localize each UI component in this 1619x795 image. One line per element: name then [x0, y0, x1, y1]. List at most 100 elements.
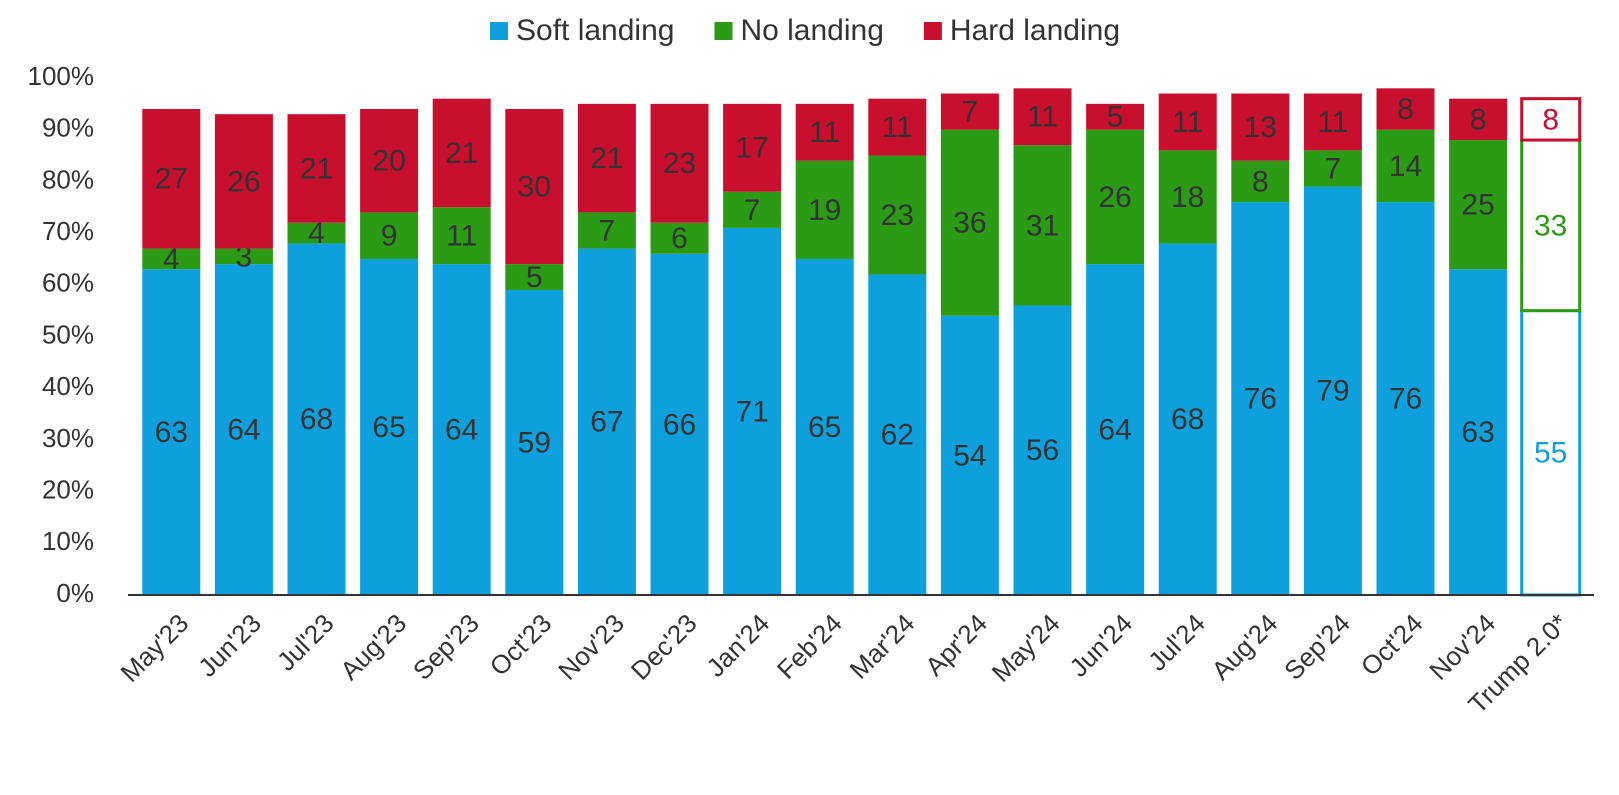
bar-segment — [1520, 97, 1582, 142]
bar-segment — [505, 109, 564, 265]
data-label: 8 — [1542, 103, 1559, 136]
bar-segment — [868, 155, 927, 275]
legend-label: No landing — [740, 14, 883, 47]
data-label: 17 — [735, 132, 768, 165]
bar-segment — [1013, 145, 1072, 306]
x-tick-label: Jun'23 — [192, 608, 267, 683]
bar-segment — [868, 274, 927, 595]
data-label: 9 — [381, 220, 398, 253]
bar-segment — [1158, 93, 1217, 151]
data-label: 76 — [1389, 382, 1422, 415]
bar-segment — [1376, 129, 1435, 203]
bar-segment — [577, 212, 636, 249]
bar-segment — [868, 98, 927, 156]
x-tick-label: Dec'23 — [625, 608, 703, 686]
x-tick-label: Sep'23 — [407, 608, 485, 686]
data-label: 8 — [1252, 165, 1269, 198]
data-label: 4 — [308, 217, 325, 250]
data-label: 27 — [155, 163, 188, 196]
data-label: 11 — [446, 220, 477, 253]
x-tick-label: Aug'24 — [1206, 608, 1284, 686]
legend-swatch — [923, 22, 942, 40]
data-label: 5 — [1107, 101, 1124, 134]
legend-swatch — [714, 22, 733, 40]
data-label: 33 — [1534, 209, 1567, 242]
bar-segment — [214, 114, 273, 249]
bar-segment — [1086, 264, 1145, 595]
data-label: 23 — [881, 199, 914, 232]
y-tick-label: 20% — [42, 474, 94, 504]
bar-segment — [1449, 140, 1508, 270]
bar-segment — [1158, 150, 1217, 244]
data-label: 76 — [1244, 382, 1277, 415]
x-tick-label: Oct'24 — [1355, 608, 1429, 682]
data-label: 36 — [953, 207, 986, 240]
data-label: 6 — [671, 222, 688, 255]
y-tick-label: 40% — [42, 371, 94, 401]
data-label: 55 — [1534, 437, 1567, 470]
data-label: 18 — [1171, 181, 1204, 214]
y-tick-label: 0% — [56, 578, 94, 608]
x-tick-label: May'24 — [986, 608, 1066, 688]
data-label: 8 — [1470, 103, 1487, 136]
bar-segment — [142, 269, 201, 595]
x-tick-label: Nov'23 — [552, 608, 630, 686]
x-tick-label: Mar'24 — [844, 608, 921, 685]
bar-segment — [287, 222, 346, 244]
bar-segment — [940, 315, 999, 595]
bar-segment — [1158, 243, 1217, 595]
bar-segment — [287, 114, 346, 223]
bar-segment — [1449, 98, 1508, 141]
bar-segment — [650, 103, 709, 223]
bar-segment — [1520, 309, 1582, 597]
data-label: 20 — [372, 145, 405, 178]
bar-segment — [214, 248, 273, 265]
bar-segment — [1231, 202, 1290, 595]
data-label: 13 — [1244, 111, 1277, 144]
bar-segment — [1013, 305, 1072, 595]
bar-segment — [1449, 269, 1508, 595]
legend-label: Soft landing — [516, 14, 674, 47]
bar-segment — [940, 93, 999, 130]
y-tick-label: 50% — [42, 319, 94, 349]
data-label: 8 — [1397, 93, 1414, 126]
bar-segment — [1231, 160, 1290, 203]
bar-segment — [1303, 186, 1362, 595]
data-label: 21 — [300, 152, 333, 185]
y-tick-label: 100% — [28, 61, 95, 91]
bar-segment — [1231, 93, 1290, 161]
data-label: 11 — [882, 111, 913, 144]
x-tick-label: Jun'24 — [1063, 608, 1138, 683]
x-tick-label: Jan'24 — [700, 608, 775, 683]
y-tick-label: 30% — [42, 423, 94, 453]
data-label: 62 — [881, 419, 914, 452]
bar-segment — [723, 103, 782, 192]
x-tick-label: Apr'24 — [919, 608, 993, 682]
data-label: 7 — [962, 96, 979, 129]
data-label: 7 — [744, 194, 761, 227]
data-label: 63 — [155, 416, 188, 449]
bar-segment — [940, 129, 999, 316]
data-label: 25 — [1461, 189, 1494, 222]
bar-segment — [432, 264, 491, 595]
x-tick-label: Feb'24 — [771, 608, 848, 685]
data-label: 64 — [227, 413, 260, 446]
data-label: 11 — [1317, 106, 1348, 139]
bar-segment — [650, 253, 709, 595]
data-label: 63 — [1461, 416, 1494, 449]
bar-segment — [1086, 129, 1145, 265]
data-label: 21 — [445, 137, 478, 170]
data-label: 59 — [518, 426, 551, 459]
legend-swatch — [490, 22, 508, 40]
data-label: 21 — [590, 142, 623, 175]
bar-segment — [1013, 88, 1072, 146]
bar-segment — [1086, 103, 1145, 130]
data-label: 31 — [1026, 209, 1059, 242]
data-label: 65 — [372, 411, 405, 444]
x-tick-label: Jul'24 — [1142, 608, 1211, 677]
data-label: 66 — [663, 408, 696, 441]
data-label: 11 — [809, 116, 840, 149]
data-label: 5 — [526, 261, 543, 294]
bar-segment — [142, 248, 201, 270]
